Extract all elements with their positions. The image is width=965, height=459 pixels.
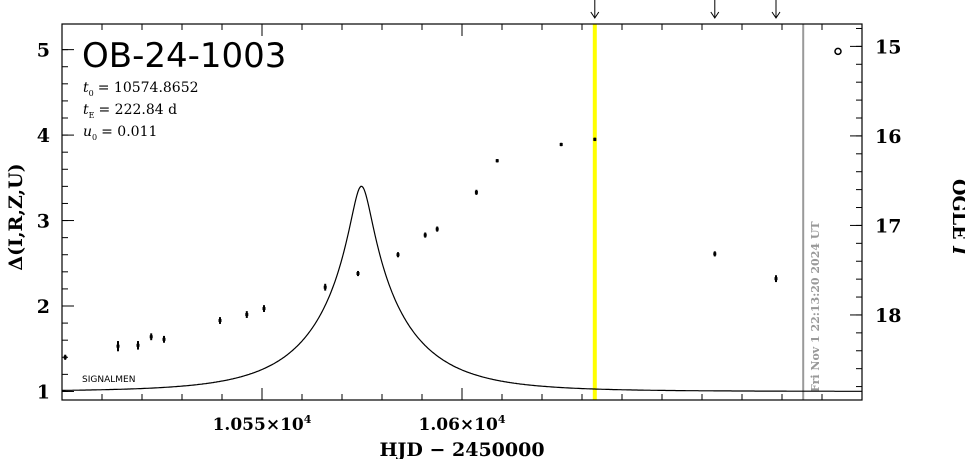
observation-arrow xyxy=(771,0,781,19)
point-marker xyxy=(774,277,778,281)
model-curve-layer xyxy=(62,185,862,392)
param-subscript: E xyxy=(89,111,95,120)
y-left-tick-label: 1 xyxy=(37,381,50,403)
param-name: t xyxy=(83,80,89,96)
param-subscript: 0 xyxy=(92,133,97,142)
param-value: = 10574.8652 xyxy=(98,80,199,96)
y-right-tick-label: 15 xyxy=(875,36,901,58)
point-marker xyxy=(435,227,439,231)
current-time-label: Fri Nov 1 22:13:20 2024 UT xyxy=(809,221,822,392)
model-curve xyxy=(62,185,862,392)
y-axis-label-right: OGLE I xyxy=(948,179,965,256)
observation-arrow xyxy=(590,0,600,19)
point-marker xyxy=(162,337,166,341)
data-point xyxy=(396,252,400,258)
x-axis-label: HJD − 2450000 xyxy=(379,439,544,459)
data-point xyxy=(423,232,427,238)
point-marker xyxy=(218,319,222,323)
x-tick-mantissa: 1.06×10 xyxy=(419,415,498,435)
data-point xyxy=(116,341,120,352)
point-marker xyxy=(423,233,427,237)
point-marker xyxy=(495,159,499,163)
y-right-tick-label: 17 xyxy=(875,215,901,237)
y-left-tick-label: 5 xyxy=(37,40,50,62)
data-point xyxy=(262,305,266,312)
point-marker xyxy=(356,272,360,276)
x-tick-label: 1.055×104 xyxy=(213,413,312,435)
model-parameter: tE = 222.84 d xyxy=(83,102,177,120)
data-point xyxy=(474,189,478,195)
point-marker xyxy=(396,253,400,257)
data-point xyxy=(593,137,597,142)
point-marker xyxy=(136,343,140,347)
y-left-tick-label: 3 xyxy=(37,211,50,233)
point-marker xyxy=(713,252,717,256)
point-marker xyxy=(116,344,120,348)
data-point xyxy=(356,270,360,277)
y-axis-label-left: Δ(I,R,Z,U) xyxy=(5,163,27,270)
x-tick-label: 1.06×104 xyxy=(419,413,506,435)
y-right-tick-label: 18 xyxy=(875,305,901,327)
point-marker xyxy=(593,137,597,141)
param-name: t xyxy=(83,102,89,118)
data-point xyxy=(559,142,563,147)
x-tick-exponent: 4 xyxy=(304,413,312,426)
data-point xyxy=(713,251,717,257)
point-marker xyxy=(474,190,478,194)
y-right-tick-label: 16 xyxy=(875,126,901,148)
model-parameter: u0 = 0.011 xyxy=(83,124,157,142)
y-axis-label-right-suffix: I xyxy=(948,245,965,256)
corner-label: SIGNALMEN xyxy=(82,375,135,385)
top-arrows-layer xyxy=(590,0,781,19)
point-marker xyxy=(323,285,327,289)
point-marker xyxy=(559,142,563,146)
y-left-tick-label: 4 xyxy=(37,125,50,147)
data-point xyxy=(162,335,166,343)
data-point xyxy=(218,317,222,324)
data-points-layer xyxy=(63,47,842,360)
y-left-tick-label: 2 xyxy=(37,296,50,318)
point-marker xyxy=(149,335,153,339)
arrow-head xyxy=(710,11,720,19)
data-point xyxy=(245,311,249,318)
x-tick-mantissa: 1.055×10 xyxy=(213,415,304,435)
point-marker xyxy=(245,313,249,317)
open-data-point xyxy=(834,47,842,56)
y-axis-label-right-prefix: OGLE xyxy=(948,179,965,246)
observation-arrow xyxy=(710,0,720,19)
param-name: u xyxy=(83,124,92,140)
data-point xyxy=(774,275,778,283)
chart-title: OB-24-1003 xyxy=(82,36,286,76)
data-point xyxy=(435,226,439,232)
data-point xyxy=(149,333,153,341)
data-point xyxy=(495,159,499,163)
param-value: = 0.011 xyxy=(101,124,157,140)
data-point xyxy=(136,341,140,350)
arrow-head xyxy=(771,11,781,19)
current-time-layer: Fri Nov 1 22:13:20 2024 UT xyxy=(802,24,822,400)
model-parameter: t0 = 10574.8652 xyxy=(83,80,199,98)
data-point xyxy=(323,283,327,291)
param-subscript: 0 xyxy=(89,89,94,98)
arrow-head xyxy=(590,11,600,19)
point-marker xyxy=(262,307,266,311)
x-tick-exponent: 4 xyxy=(498,413,506,426)
param-value: = 222.84 d xyxy=(98,102,177,118)
